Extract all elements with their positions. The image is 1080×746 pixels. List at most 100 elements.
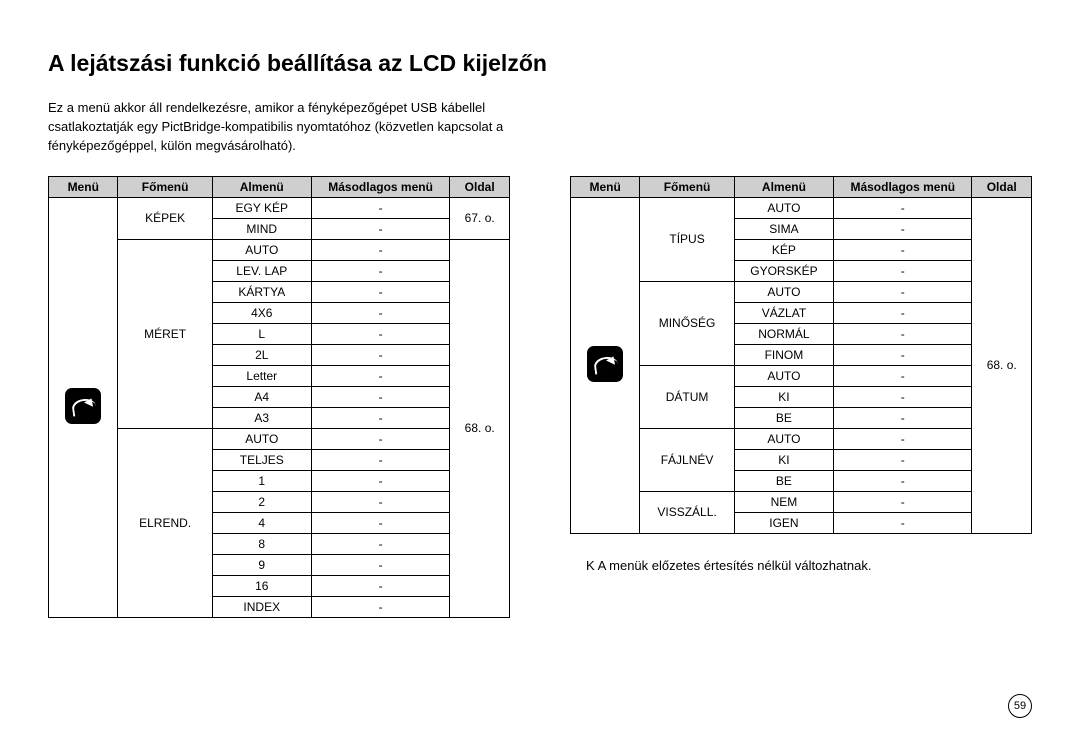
almenu-cell: AUTO: [734, 365, 833, 386]
masod-cell: -: [311, 302, 450, 323]
masod-cell: -: [834, 260, 972, 281]
th-masodlagos: Másodlagos menü: [834, 176, 972, 197]
masod-cell: -: [834, 428, 972, 449]
fomenu-cell: KÉPEK: [118, 197, 212, 239]
th-masodlagos: Másodlagos menü: [311, 176, 450, 197]
masod-cell: -: [834, 344, 972, 365]
almenu-cell: 4X6: [212, 302, 311, 323]
fomenu-cell: MÉRET: [118, 239, 212, 428]
menu-icon-cell: [571, 197, 640, 533]
almenu-cell: L: [212, 323, 311, 344]
fomenu-cell: DÁTUM: [640, 365, 734, 428]
almenu-cell: NEM: [734, 491, 833, 512]
footnote: K A menük előzetes értesítés nélkül vált…: [586, 558, 1032, 573]
almenu-cell: TELJES: [212, 449, 311, 470]
th-oldal: Oldal: [972, 176, 1032, 197]
almenu-cell: AUTO: [734, 281, 833, 302]
masod-cell: -: [834, 491, 972, 512]
almenu-cell: SIMA: [734, 218, 833, 239]
almenu-cell: KÉP: [734, 239, 833, 260]
th-fomenu: Főmenü: [118, 176, 212, 197]
almenu-cell: 2L: [212, 344, 311, 365]
oldal-cell: 67. o.: [450, 197, 510, 239]
almenu-cell: IGEN: [734, 512, 833, 533]
masod-cell: -: [834, 239, 972, 260]
almenu-cell: VÁZLAT: [734, 302, 833, 323]
th-almenu: Almenü: [734, 176, 833, 197]
oldal-cell: 68. o.: [972, 197, 1032, 533]
masod-cell: -: [311, 260, 450, 281]
masod-cell: -: [311, 323, 450, 344]
pictbridge-icon: [65, 388, 101, 424]
menu-table-left: Menü Főmenü Almenü Másodlagos menü Oldal…: [48, 176, 510, 618]
almenu-cell: A4: [212, 386, 311, 407]
almenu-cell: 2: [212, 491, 311, 512]
almenu-cell: FINOM: [734, 344, 833, 365]
almenu-cell: 9: [212, 554, 311, 575]
oldal-cell: 68. o.: [450, 239, 510, 617]
fomenu-cell: FÁJLNÉV: [640, 428, 734, 491]
masod-cell: -: [311, 512, 450, 533]
masod-cell: -: [311, 197, 450, 218]
almenu-cell: INDEX: [212, 596, 311, 617]
menu-icon-cell: [49, 197, 118, 617]
masod-cell: -: [834, 449, 972, 470]
almenu-cell: AUTO: [212, 428, 311, 449]
almenu-cell: KI: [734, 449, 833, 470]
masod-cell: -: [311, 218, 450, 239]
masod-cell: -: [311, 344, 450, 365]
fomenu-cell: ELREND.: [118, 428, 212, 617]
masod-cell: -: [311, 386, 450, 407]
almenu-cell: A3: [212, 407, 311, 428]
masod-cell: -: [311, 554, 450, 575]
almenu-cell: 4: [212, 512, 311, 533]
almenu-cell: AUTO: [212, 239, 311, 260]
almenu-cell: AUTO: [734, 197, 833, 218]
masod-cell: -: [834, 386, 972, 407]
fomenu-cell: TÍPUS: [640, 197, 734, 281]
masod-cell: -: [311, 575, 450, 596]
masod-cell: -: [834, 365, 972, 386]
th-fomenu: Főmenü: [640, 176, 734, 197]
almenu-cell: MIND: [212, 218, 311, 239]
page-number: 59: [1008, 694, 1032, 718]
almenu-cell: Letter: [212, 365, 311, 386]
masod-cell: -: [834, 197, 972, 218]
masod-cell: -: [311, 407, 450, 428]
almenu-cell: KI: [734, 386, 833, 407]
th-oldal: Oldal: [450, 176, 510, 197]
fomenu-cell: VISSZÁLL.: [640, 491, 734, 533]
intro-text: Ez a menü akkor áll rendelkezésre, amiko…: [48, 99, 518, 156]
th-almenu: Almenü: [212, 176, 311, 197]
masod-cell: -: [834, 323, 972, 344]
masod-cell: -: [311, 449, 450, 470]
almenu-cell: 16: [212, 575, 311, 596]
almenu-cell: 8: [212, 533, 311, 554]
masod-cell: -: [311, 491, 450, 512]
masod-cell: -: [834, 218, 972, 239]
masod-cell: -: [834, 470, 972, 491]
almenu-cell: NORMÁL: [734, 323, 833, 344]
masod-cell: -: [311, 470, 450, 491]
masod-cell: -: [311, 281, 450, 302]
almenu-cell: BE: [734, 470, 833, 491]
th-menu: Menü: [49, 176, 118, 197]
almenu-cell: KÁRTYA: [212, 281, 311, 302]
almenu-cell: AUTO: [734, 428, 833, 449]
masod-cell: -: [311, 428, 450, 449]
masod-cell: -: [311, 596, 450, 617]
masod-cell: -: [834, 407, 972, 428]
fomenu-cell: MINŐSÉG: [640, 281, 734, 365]
masod-cell: -: [834, 281, 972, 302]
almenu-cell: EGY KÉP: [212, 197, 311, 218]
masod-cell: -: [311, 533, 450, 554]
masod-cell: -: [834, 302, 972, 323]
almenu-cell: GYORSKÉP: [734, 260, 833, 281]
masod-cell: -: [834, 512, 972, 533]
th-menu: Menü: [571, 176, 640, 197]
almenu-cell: LEV. LAP: [212, 260, 311, 281]
almenu-cell: BE: [734, 407, 833, 428]
masod-cell: -: [311, 239, 450, 260]
almenu-cell: 1: [212, 470, 311, 491]
page-title: A lejátszási funkció beállítása az LCD k…: [48, 50, 1032, 77]
